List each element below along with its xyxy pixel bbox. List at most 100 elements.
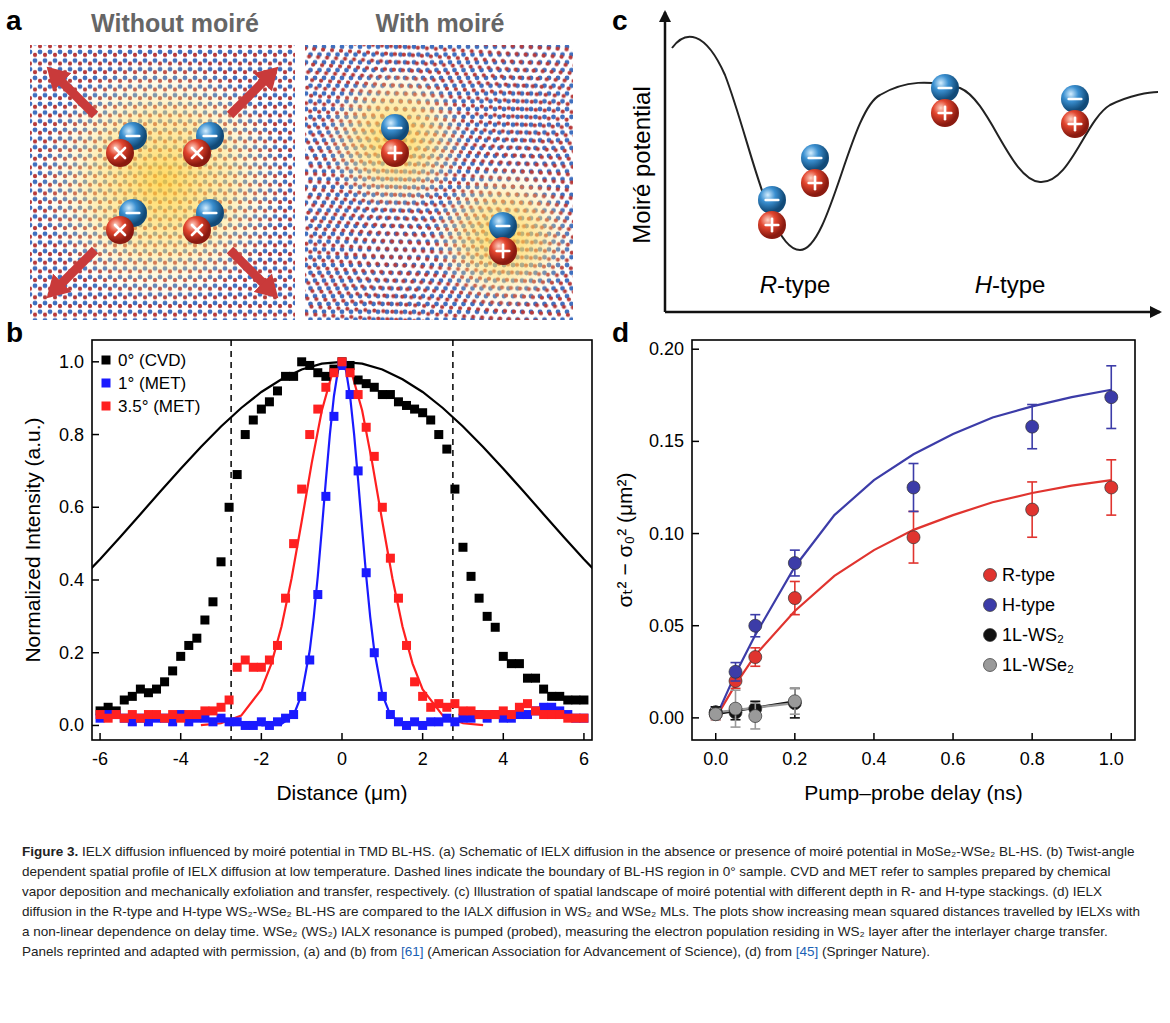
data-point xyxy=(370,383,379,392)
data-point xyxy=(136,685,145,694)
data-point xyxy=(120,696,129,705)
caption: Figure 3. IELX diffusion influenced by m… xyxy=(22,842,1148,962)
data-point xyxy=(305,361,314,370)
data-point xyxy=(313,405,322,414)
legend-label: H-type xyxy=(1002,595,1055,615)
data-point xyxy=(523,699,532,708)
sign xyxy=(814,177,817,190)
data-point xyxy=(1026,503,1039,516)
error-bar-cap xyxy=(790,614,800,616)
sign xyxy=(944,107,947,120)
data-point xyxy=(241,430,250,439)
chart: b-6-4-202460.00.20.40.60.81.0Distance (μ… xyxy=(6,317,604,804)
data-point xyxy=(112,710,121,719)
x-tick-label: 0.0 xyxy=(703,749,728,769)
data-point xyxy=(378,390,387,399)
sphere xyxy=(381,139,409,167)
legend-label: 1L-WS₂ xyxy=(1002,625,1064,645)
data-point xyxy=(192,710,201,719)
data-point xyxy=(241,721,250,730)
error-bar-cap xyxy=(750,614,760,616)
data-point xyxy=(709,708,722,721)
panel-letter: b xyxy=(6,317,23,348)
x-tick xyxy=(1031,733,1033,740)
x-axis-title: Distance (μm) xyxy=(276,781,407,804)
axis-arrow xyxy=(664,12,667,312)
data-point xyxy=(483,710,492,719)
data-point xyxy=(499,652,508,661)
x-tick-label: -6 xyxy=(92,749,108,769)
hole xyxy=(381,139,409,167)
data-point xyxy=(289,372,298,381)
caption-label: Figure 3. xyxy=(22,844,78,859)
sign xyxy=(115,225,125,235)
label-part: H xyxy=(975,271,993,298)
x-tick xyxy=(794,733,796,740)
data-point xyxy=(563,714,572,723)
data-point xyxy=(507,659,516,668)
data-point xyxy=(160,677,169,686)
x-tick-label: 0.4 xyxy=(861,749,886,769)
data-point xyxy=(729,665,742,678)
y-tick xyxy=(692,348,699,350)
data-point xyxy=(241,656,250,665)
error-bar-cap xyxy=(731,680,741,682)
data-point xyxy=(152,685,161,694)
data-point xyxy=(1026,420,1039,433)
data-point xyxy=(225,717,234,726)
data-point xyxy=(749,710,762,723)
data-point xyxy=(273,386,282,395)
data-point xyxy=(370,648,379,657)
sign xyxy=(192,225,202,235)
data-point xyxy=(386,390,395,399)
fit-line xyxy=(261,362,422,726)
plot-area xyxy=(92,340,592,740)
data-point xyxy=(297,692,306,701)
error-bar-cap xyxy=(790,581,800,583)
sign xyxy=(939,87,952,90)
error-bar-cap xyxy=(790,575,800,577)
y-tick-label: 0.10 xyxy=(649,524,684,544)
data-point xyxy=(418,408,427,417)
data-point xyxy=(531,706,540,715)
data-point xyxy=(571,696,580,705)
data-point xyxy=(120,714,129,723)
data-point xyxy=(217,557,226,566)
error-bar-cap xyxy=(731,689,741,691)
data-point xyxy=(709,708,722,721)
error-bar-cap xyxy=(750,728,760,730)
fit-line xyxy=(201,362,483,725)
legend-label: 1L-WSe₂ xyxy=(1002,655,1074,675)
error-bar-cap xyxy=(731,726,741,728)
y-tick xyxy=(692,441,699,443)
error-bar-cap xyxy=(909,463,919,465)
hole xyxy=(1061,110,1089,138)
y-tick xyxy=(92,652,99,654)
caption-text: (Springer Nature). xyxy=(818,944,930,959)
error-bar-cap xyxy=(790,549,800,551)
lattice xyxy=(305,45,573,320)
electron xyxy=(758,186,786,214)
data-point xyxy=(176,714,185,723)
error-bar-cap xyxy=(1106,365,1116,367)
panel-letter: d xyxy=(612,317,629,348)
data-point xyxy=(434,717,443,726)
electron xyxy=(1061,85,1089,113)
sign xyxy=(766,199,779,202)
legend-marker xyxy=(984,659,997,672)
data-point xyxy=(788,695,801,708)
y-tick xyxy=(92,725,99,727)
error-bar-cap xyxy=(790,688,800,690)
data-point xyxy=(450,699,459,708)
data-point xyxy=(152,710,161,719)
error-bar-cap xyxy=(1106,459,1116,461)
data-point xyxy=(338,357,347,366)
data-point xyxy=(515,659,524,668)
data-point xyxy=(434,430,443,439)
sphere xyxy=(183,139,211,167)
sphere xyxy=(758,186,786,214)
data-point xyxy=(128,710,137,719)
x-tick xyxy=(180,733,182,740)
y-axis-title: Normalized Intensity (a.u.) xyxy=(21,417,44,662)
data-point xyxy=(563,696,572,705)
